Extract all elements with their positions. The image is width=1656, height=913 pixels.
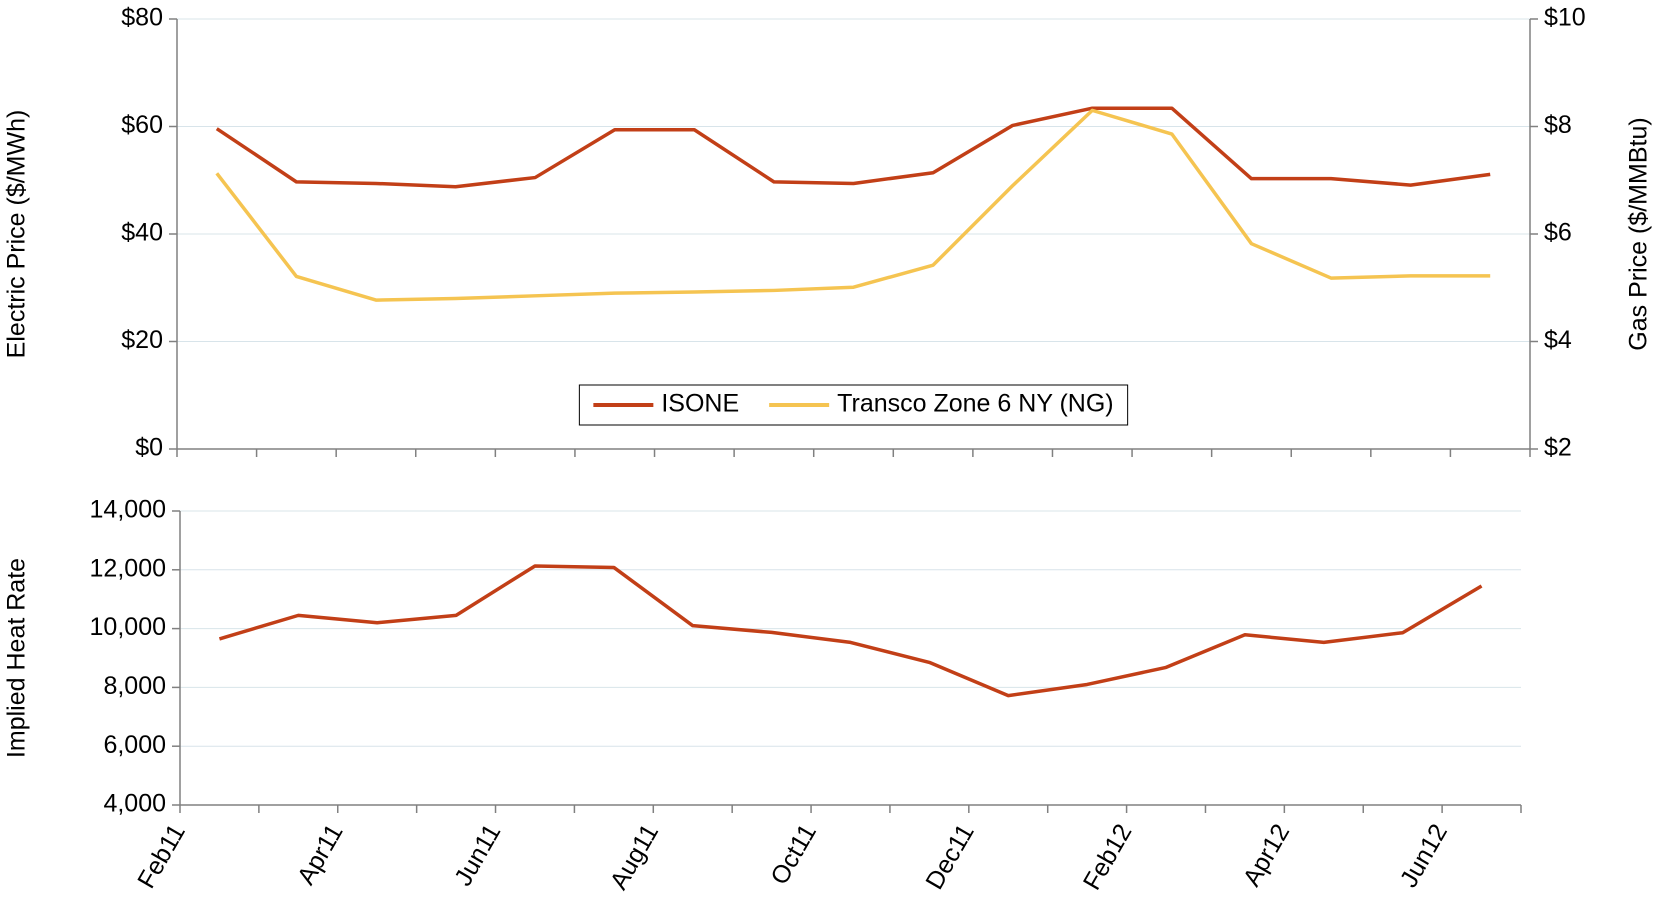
- legend: ISONE Transco Zone 6 NY (NG): [578, 384, 1129, 426]
- y-tick-label: $60: [121, 111, 163, 139]
- y2-tick-label: $10: [1544, 4, 1586, 32]
- y-tick-label: $40: [121, 219, 163, 247]
- y2-axis-title: Gas Price ($/MMBtu): [1625, 117, 1653, 350]
- x-tick-label: Dec11: [920, 819, 979, 894]
- x-tick-label: Apr12: [1238, 819, 1296, 891]
- y2-tick-label: $4: [1544, 326, 1572, 354]
- y-tick-label: $20: [121, 326, 163, 354]
- y-tick-label: $80: [121, 4, 163, 32]
- y-tick-label: 8,000: [103, 672, 166, 700]
- line-series: [215, 108, 1491, 302]
- y2-tick-label: $8: [1544, 111, 1572, 139]
- x-tick-label: Oct11: [765, 819, 822, 889]
- line-series: [215, 106, 1491, 189]
- y-tick-label: 10,000: [90, 613, 166, 641]
- y-tick-label: 14,000: [90, 496, 166, 524]
- y-axis-title: Electric Price ($/MWh): [3, 110, 31, 359]
- legend-label: Transco Zone 6 NY (NG): [837, 390, 1113, 418]
- y2-tick-label: $2: [1544, 434, 1572, 462]
- x-tick-label: Jun11: [449, 819, 506, 890]
- x-tick-label: Aug11: [605, 819, 664, 894]
- x-tick-label: Apr11: [292, 819, 349, 889]
- y-tick-label: 4,000: [103, 790, 166, 818]
- x-tick-label: Feb11: [132, 819, 191, 893]
- y-tick-label: $0: [135, 434, 163, 462]
- legend-box: [578, 384, 1129, 426]
- x-tick-label: Feb12: [1078, 819, 1138, 894]
- y-tick-label: 6,000: [103, 731, 166, 759]
- line-series: [218, 564, 1483, 698]
- y2-tick-label: $6: [1544, 219, 1572, 247]
- x-tick-label: Jun12: [1395, 819, 1453, 892]
- legend-label: ISONE: [661, 390, 739, 418]
- y-axis-title: Implied Heat Rate: [3, 558, 31, 758]
- y-tick-label: 12,000: [90, 554, 166, 582]
